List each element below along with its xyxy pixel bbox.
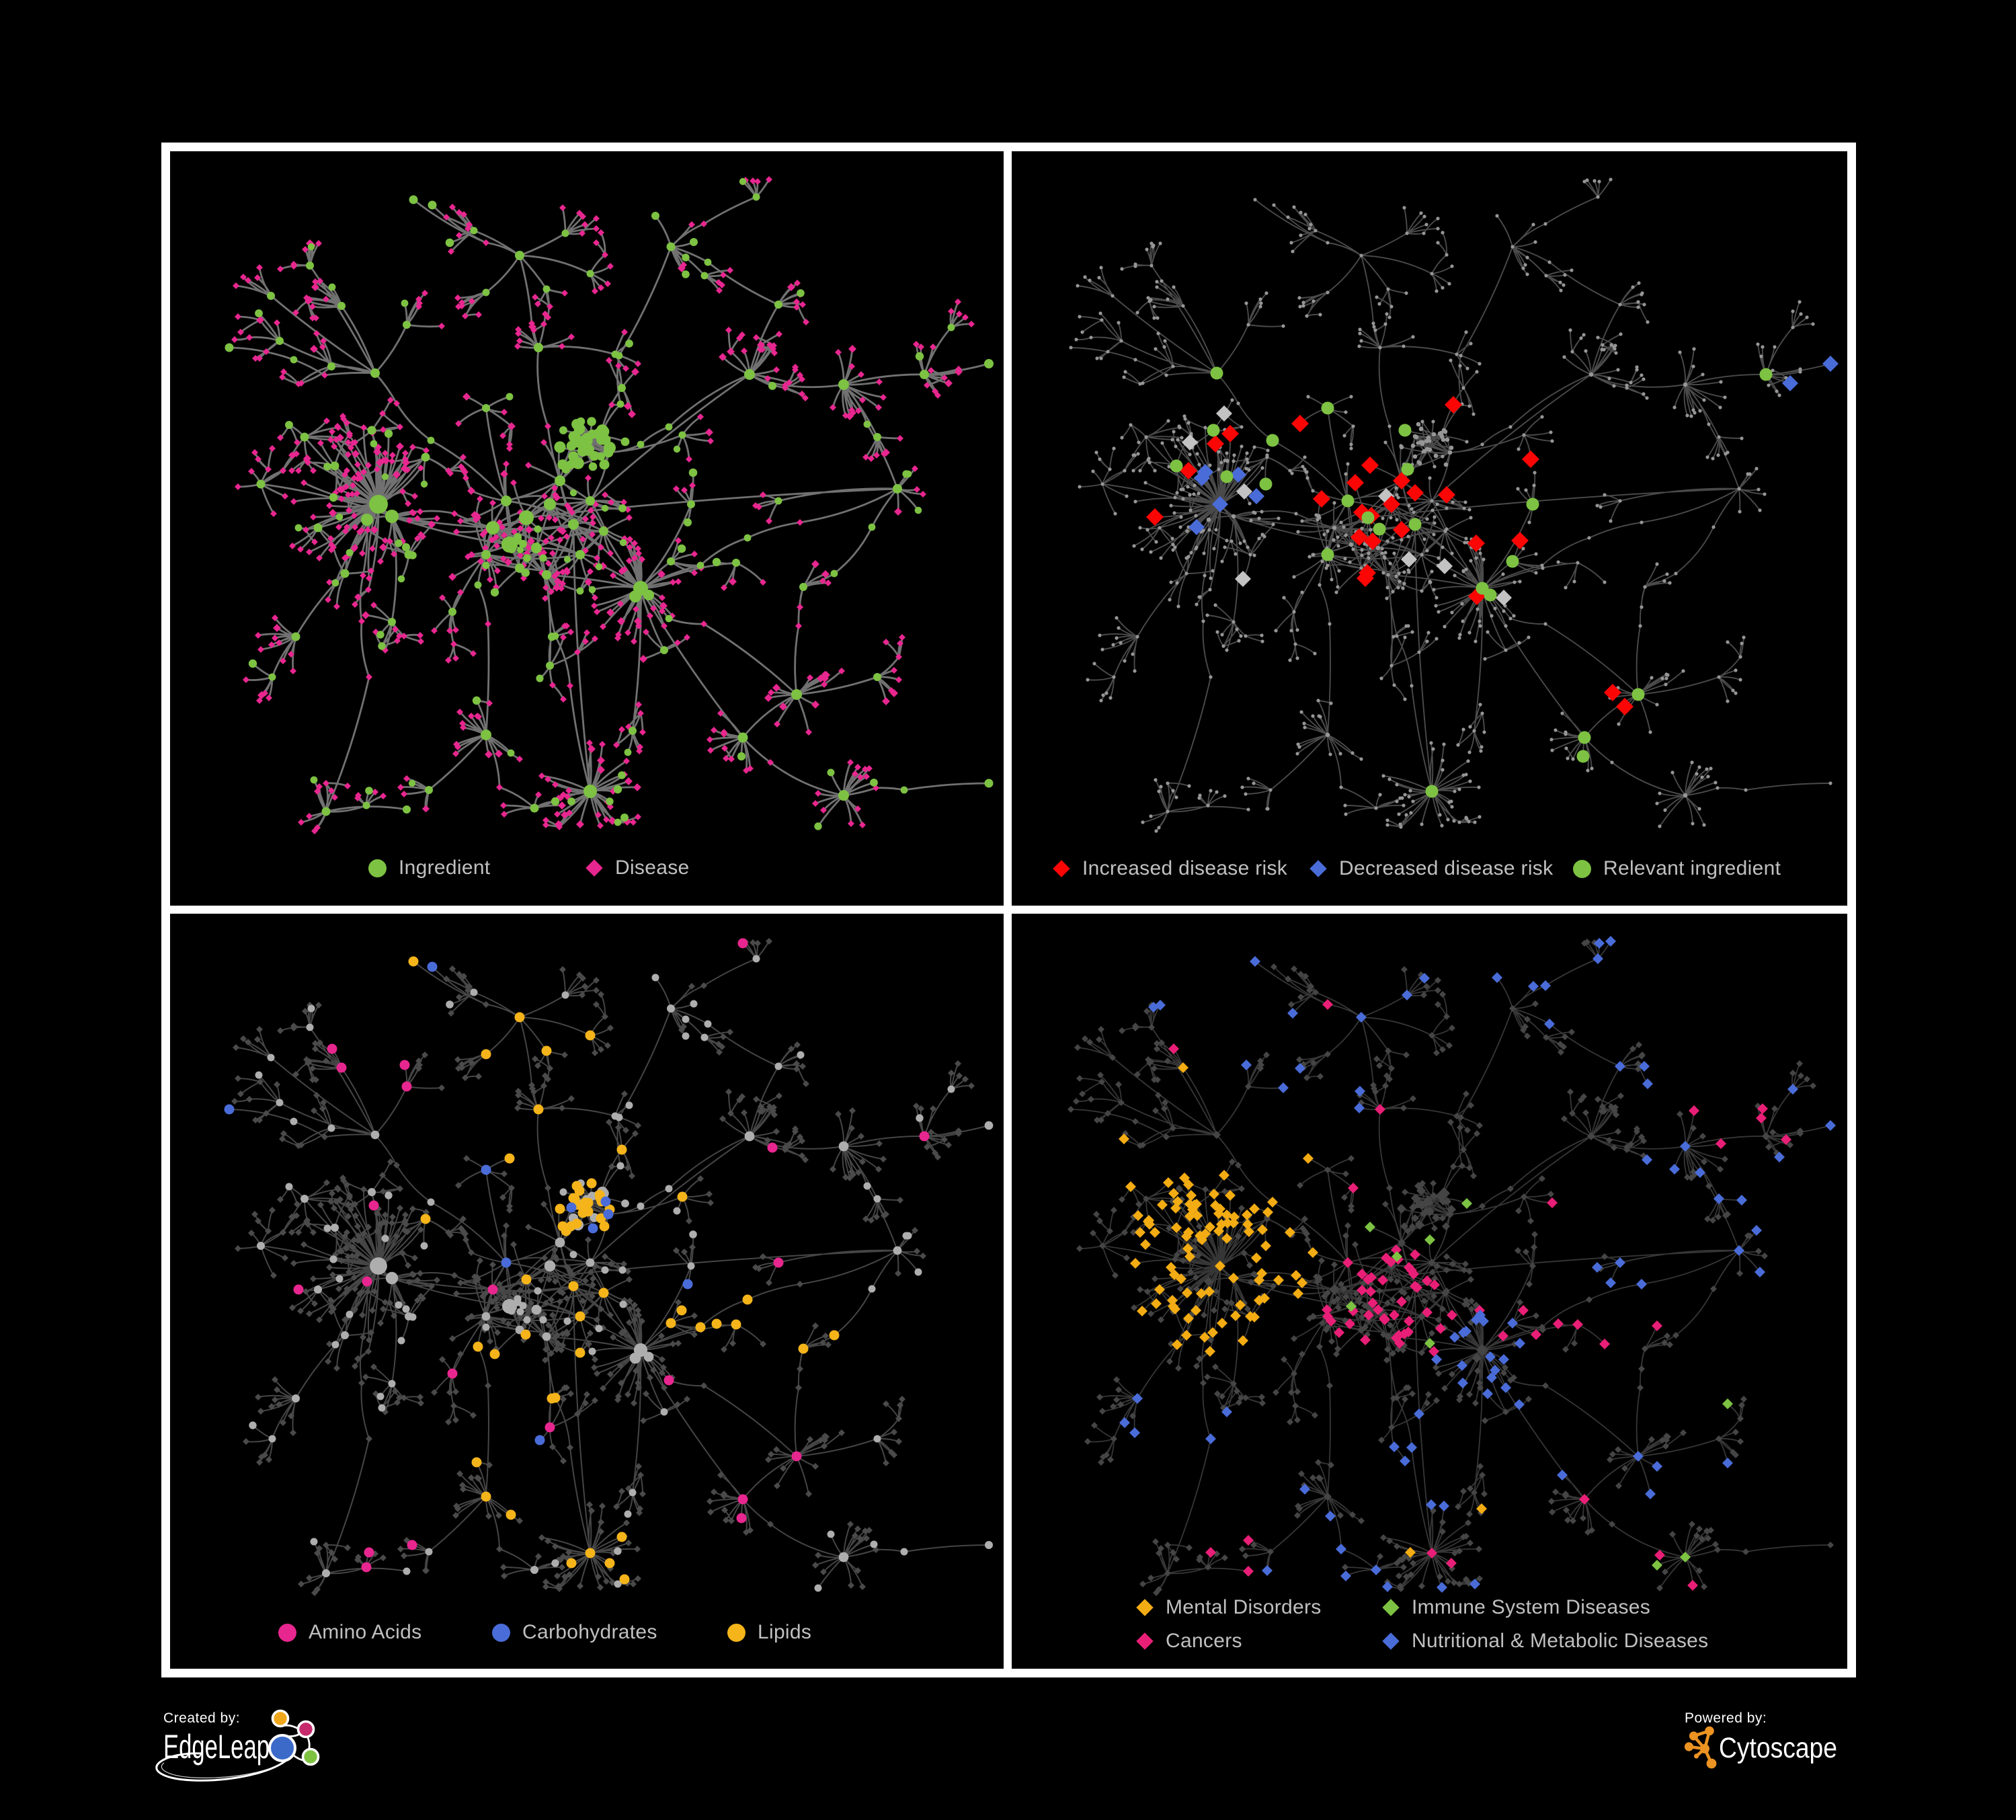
svg-text:Cytoscape: Cytoscape	[1719, 1732, 1837, 1764]
svg-text:EdgeLeap: EdgeLeap	[163, 1728, 270, 1766]
